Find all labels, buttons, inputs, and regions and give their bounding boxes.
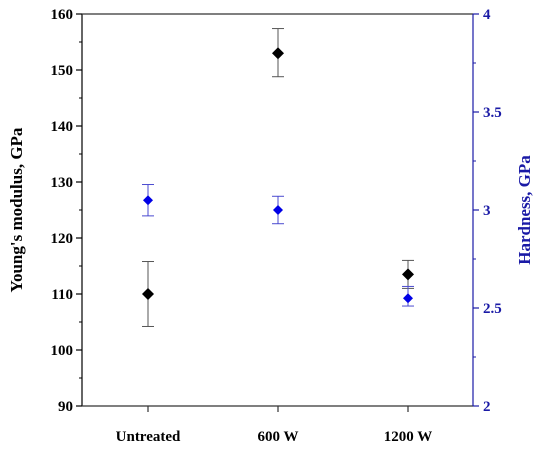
y-tick-label: 160 — [51, 7, 74, 23]
y2-tick-label: 4 — [483, 7, 491, 23]
y-tick-label: 90 — [58, 399, 73, 415]
x-tick-label: 600 W — [258, 429, 299, 445]
diamond-marker — [402, 268, 414, 281]
y2-tick-label: 3 — [483, 203, 491, 219]
y-tick-label: 140 — [51, 119, 74, 135]
data-point — [142, 184, 154, 217]
y-tick-label: 120 — [51, 231, 74, 247]
y-tick-label: 110 — [51, 287, 73, 303]
diamond-marker — [272, 47, 284, 60]
axes-layer: 90 100 110 120 130 140 150 160 2 2.5 3 3.5 4 Untreate… — [51, 7, 502, 445]
data-point — [402, 259, 414, 289]
data-point — [272, 28, 284, 78]
y-tick-label: 100 — [51, 343, 74, 359]
diamond-marker — [143, 195, 153, 206]
y2-tick-label: 2.5 — [483, 301, 502, 317]
diamond-marker — [273, 205, 283, 215]
data-point — [402, 285, 414, 307]
y-axis-title: Young's modulus, GPa — [7, 127, 26, 292]
data-point — [272, 195, 284, 225]
y2-tick-label: 3.5 — [483, 105, 502, 121]
diamond-marker — [142, 288, 154, 300]
x-tick-label: Untreated — [116, 429, 181, 445]
y2-axis-title: Hardness, GPa — [515, 155, 534, 265]
diamond-marker — [403, 293, 413, 304]
data-point — [142, 261, 154, 327]
x-tick-label: 1200 W — [384, 429, 432, 445]
y-tick-label: 130 — [51, 175, 74, 191]
y2-tick-label: 2 — [483, 399, 491, 415]
y-tick-label: 150 — [51, 63, 74, 79]
marks-layer — [142, 28, 414, 327]
